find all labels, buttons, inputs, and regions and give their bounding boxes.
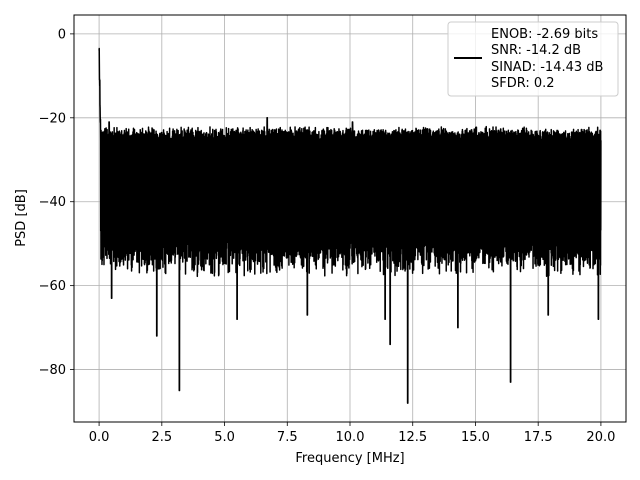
x-tick-label: 7.5 <box>277 430 298 445</box>
x-tick-label: 12.5 <box>398 430 427 445</box>
x-tick-label: 10.0 <box>336 430 365 445</box>
legend-sinad: SINAD: -14.43 dB <box>491 60 603 75</box>
y-tick-label: −60 <box>39 279 66 294</box>
x-axis-ticks: 0.0 2.5 5.0 7.5 10.0 12.5 15.0 17.5 20.0 <box>89 422 615 445</box>
x-tick-label: 0.0 <box>89 430 110 445</box>
x-tick-label: 17.5 <box>524 430 553 445</box>
y-axis-ticks: 0 −20 −40 −60 −80 <box>39 27 74 378</box>
y-tick-label: −20 <box>39 111 66 126</box>
legend: ENOB: -2.69 bits SNR: -14.2 dB SINAD: -1… <box>447 21 619 97</box>
legend-snr: SNR: -14.2 dB <box>491 43 581 58</box>
x-tick-label: 5.0 <box>214 430 235 445</box>
legend-sfdr: SFDR: 0.2 <box>491 76 555 91</box>
legend-box <box>447 21 619 97</box>
y-tick-label: −80 <box>39 363 66 378</box>
x-tick-label: 2.5 <box>151 430 172 445</box>
x-axis-label: Frequency [MHz] <box>295 451 404 466</box>
x-tick-label: 15.0 <box>461 430 490 445</box>
x-tick-label: 20.0 <box>586 430 615 445</box>
psd-series-line <box>98 47 602 404</box>
legend-enob: ENOB: -2.69 bits <box>491 27 598 42</box>
y-tick-label: −40 <box>39 195 66 210</box>
y-axis-label: PSD [dB] <box>14 189 29 247</box>
y-tick-label: 0 <box>58 27 66 42</box>
